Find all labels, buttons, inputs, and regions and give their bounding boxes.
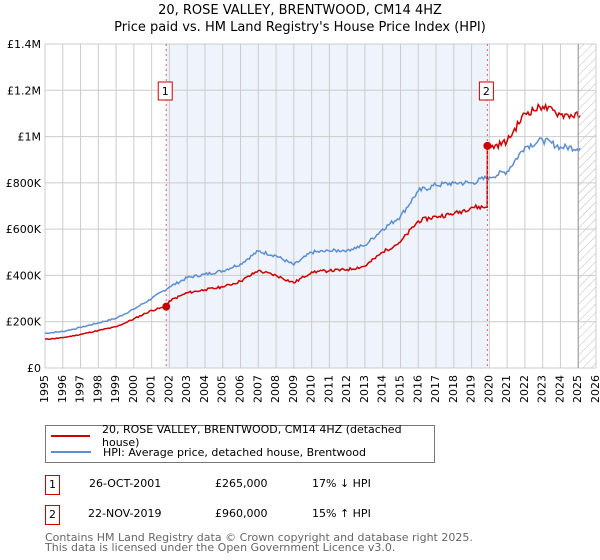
x-tick-label: 1999 [109, 375, 122, 403]
transaction-hpi-change: 15% ↑ HPI [312, 507, 371, 520]
x-tick-label: 2022 [518, 375, 531, 403]
x-tick-label: 2004 [198, 375, 211, 403]
transaction-badge: 2 [45, 505, 60, 525]
x-tick-label: 2000 [127, 375, 140, 403]
ownership-period-shade [166, 44, 488, 368]
transaction-price: £265,000 [215, 477, 268, 490]
x-tick-label: 2001 [145, 375, 158, 403]
hpi-line [44, 137, 581, 335]
future-hatch [578, 44, 596, 368]
legend-hpi-label: HPI: Average price, detached house, Bren… [103, 445, 366, 459]
x-tick-label: 2017 [429, 375, 442, 403]
y-tick-label: £1.2M [7, 84, 41, 97]
x-tick-label: 2002 [162, 375, 175, 403]
legend-hpi-swatch [51, 451, 91, 453]
x-tick-label: 2006 [234, 375, 247, 403]
transaction-hpi-change: 17% ↓ HPI [312, 477, 371, 490]
x-tick-label: 2026 [589, 375, 600, 403]
x-tick-label: 2014 [376, 375, 389, 403]
footer-copyright: Contains HM Land Registry data © Crown c… [45, 531, 473, 544]
y-tick-label: £0 [27, 362, 41, 375]
x-tick-label: 2013 [358, 375, 371, 403]
y-tick-label: £1M [18, 131, 42, 144]
x-tick-label: 2025 [571, 375, 584, 403]
x-tick-label: 2019 [465, 375, 478, 403]
x-tick-label: 1997 [74, 375, 87, 403]
chart-subtitle: Price paid vs. HM Land Registry's House … [114, 20, 486, 35]
x-tick-label: 1995 [38, 375, 51, 403]
chart-title: 20, ROSE VALLEY, BRENTWOOD, CM14 4HZ [158, 3, 442, 18]
y-tick-label: £800K [6, 177, 42, 190]
sale-label-box [478, 81, 494, 101]
sale-label-box [157, 81, 173, 101]
footer-licence: This data is licensed under the Open Gov… [45, 541, 396, 554]
y-tick-label: £600K [6, 223, 42, 236]
y-tick-label: £400K [6, 269, 42, 282]
y-tick-label: £1.4M [7, 38, 41, 51]
x-tick-label: 2023 [536, 375, 549, 403]
x-tick-label: 2015 [393, 375, 406, 403]
x-tick-label: 2003 [180, 375, 193, 403]
x-tick-label: 2016 [411, 375, 424, 403]
sale-point [162, 302, 171, 311]
transaction-date: 22-NOV-2019 [88, 507, 162, 520]
x-tick-label: 2021 [500, 375, 513, 403]
legend: 20, ROSE VALLEY, BRENTWOOD, CM14 4HZ (de… [45, 423, 435, 463]
x-tick-label: 2024 [553, 375, 566, 403]
transaction-badge: 1 [45, 475, 60, 495]
transaction-date: 26-OCT-2001 [89, 477, 162, 490]
x-tick-label: 2007 [251, 375, 264, 403]
x-tick-label: 2008 [269, 375, 282, 403]
x-tick-label: 2012 [340, 375, 353, 403]
x-tick-label: 1998 [91, 375, 104, 403]
legend-property-swatch [51, 435, 90, 437]
sale-label: 1 [162, 85, 169, 98]
x-tick-label: 2018 [447, 375, 460, 403]
price-chart: 1 2 1995 1996 1997 1998 1999 2000 2001 2002 2003 20… [6, 38, 600, 403]
x-tick-label: 2010 [305, 375, 318, 403]
x-tick-label: 2009 [287, 375, 300, 403]
legend-property-label: 20, ROSE VALLEY, BRENTWOOD, CM14 4HZ (de… [102, 423, 402, 449]
x-tick-label: 2011 [322, 375, 335, 403]
x-tick-label: 2005 [216, 375, 229, 403]
sale-label: 2 [483, 85, 490, 98]
sale-point [483, 141, 492, 150]
x-tick-label: 1996 [56, 375, 69, 403]
y-tick-label: £200K [6, 316, 42, 329]
transaction-price: £960,000 [215, 507, 268, 520]
x-tick-label: 2020 [482, 375, 495, 403]
